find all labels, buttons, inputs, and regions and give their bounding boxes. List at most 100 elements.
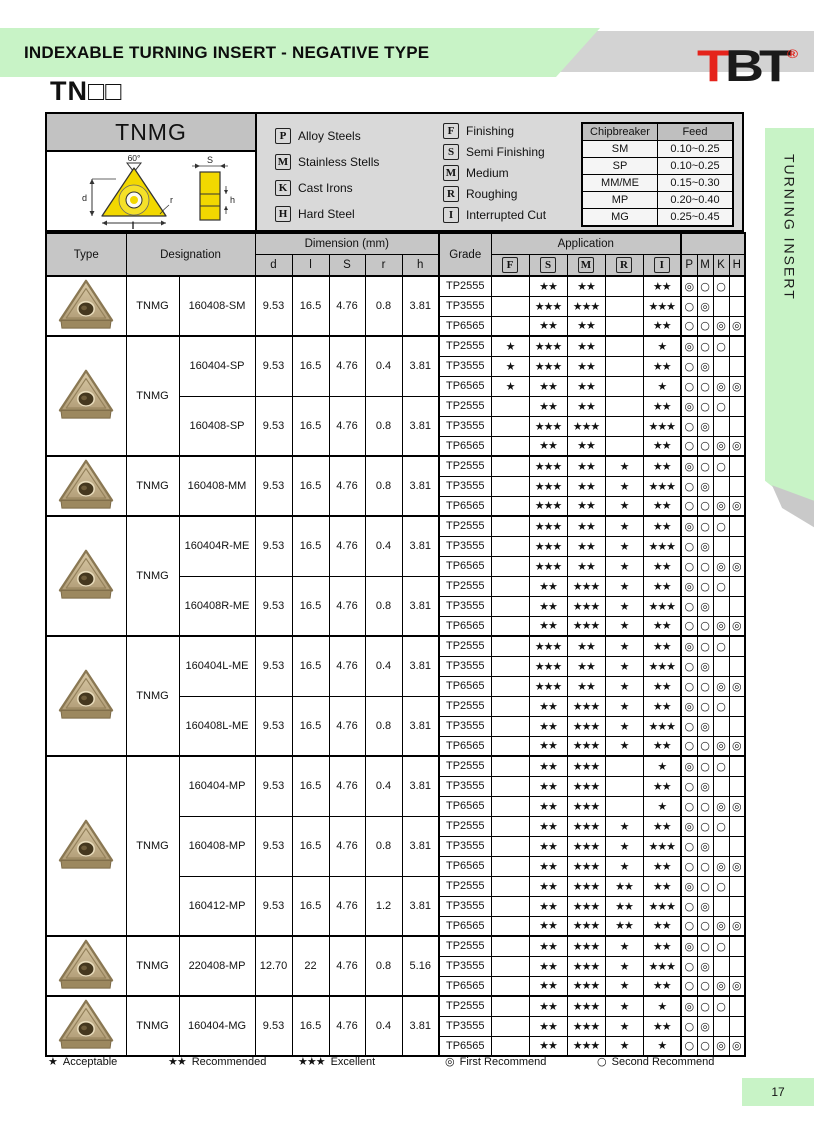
feed-range: 0.10~0.25: [657, 140, 734, 158]
material-rating-cell: ◎: [696, 355, 714, 377]
app-rating-cell: ★★★: [528, 635, 568, 657]
legend-excellent: ★★★ Excellent: [298, 1055, 376, 1068]
grade-cell: TP2555: [438, 575, 492, 597]
app-rating-cell: ★★: [642, 355, 682, 377]
application-legend-item: F Finishing: [443, 123, 514, 139]
app-rating-cell: ★★: [528, 795, 568, 817]
grade-cell: TP6565: [438, 1035, 492, 1057]
material-rating-cell: ○: [696, 975, 714, 997]
app-rating-cell: ★★: [528, 915, 568, 937]
dim-d-cell: 9.53: [254, 635, 293, 697]
application-label: Medium: [466, 166, 509, 180]
material-rating-cell: ◎: [696, 595, 714, 617]
material-rating-cell: ◎: [680, 695, 698, 717]
spec-row: TNMG 220408-MP 12.70 22 4.76 0.8 5.16 TP2555 ★★ ★…: [45, 935, 746, 997]
material-label: Hard Steel: [298, 207, 355, 221]
app-rating-cell: ★★★: [642, 835, 682, 857]
app-rating-cell: [490, 855, 530, 877]
dim-l-cell: 16.5: [291, 335, 330, 397]
grade-cell: TP3555: [438, 895, 492, 917]
grade-cell: TP6565: [438, 315, 492, 337]
dim-s-cell: 4.76: [328, 755, 366, 817]
app-rating-cell: ★: [490, 355, 530, 377]
app-rating-cell: ★★: [528, 975, 568, 997]
material-rating-cell: ◎: [680, 515, 698, 537]
header-dimension: Dimension (mm): [254, 232, 440, 255]
material-label: Alloy Steels: [298, 129, 361, 143]
spec-row: TNMG 160408-MM 9.53 16.5 4.76 0.8 3.81 TP2555 ★★…: [45, 455, 746, 517]
material-rating-cell: ◎: [712, 795, 730, 817]
spec-row: TP6565★★★★★★★★○○◎◎: [46, 555, 746, 577]
spec-row: TP6565★★★★★★○○◎◎: [46, 795, 746, 817]
app-rating-cell: ★★★: [528, 655, 568, 677]
grade-cell: TP3555: [438, 835, 492, 857]
page-banner: INDEXABLE TURNING INSERT - NEGATIVE TYPE: [0, 28, 600, 77]
grade-cell: TP3555: [438, 655, 492, 677]
app-rating-cell: ★★: [528, 775, 568, 797]
app-rating-cell: ★: [604, 975, 644, 997]
app-rating-cell: ★★: [528, 755, 568, 777]
header-dim-r: r: [364, 254, 403, 277]
app-rating-cell: ★: [604, 675, 644, 697]
spec-row: TNMG 160404-MG 9.53 16.5 4.76 0.4 3.81 TP2555 ★★…: [45, 995, 746, 1057]
app-rating-cell: [490, 395, 530, 417]
material-rating-cell: ◎: [696, 895, 714, 917]
material-rating-cell: ◎: [728, 795, 746, 817]
header-grade: Grade: [438, 232, 492, 277]
material-rating-cell: ◎: [728, 555, 746, 577]
app-rating-cell: ★: [604, 515, 644, 537]
product-name: TNMG: [47, 114, 255, 152]
app-rating-cell: ★: [604, 815, 644, 837]
material-rating-cell: ◎: [696, 535, 714, 557]
material-rating-cell: ◎: [712, 495, 730, 517]
app-rating-cell: ★★: [642, 395, 682, 417]
app-rating-cell: [490, 555, 530, 577]
grade-cell: TP3555: [438, 595, 492, 617]
material-rating-cell: ◎: [712, 855, 730, 877]
app-rating-cell: [604, 275, 644, 297]
material-rating-cell: ○: [696, 495, 714, 517]
app-rating-cell: ★: [604, 655, 644, 677]
app-rating-cell: ★: [604, 615, 644, 637]
dim-l-cell: 16.5: [291, 995, 330, 1057]
app-rating-cell: ★★: [642, 935, 682, 957]
app-rating-cell: ★★★: [566, 615, 606, 637]
app-rating-cell: [490, 755, 530, 777]
legend-second-recommend: ○ Second Recommend: [597, 1055, 715, 1068]
app-rating-cell: ★★: [528, 1035, 568, 1057]
dim-s-cell: 4.76: [328, 515, 366, 577]
material-rating-cell: ◎: [696, 295, 714, 317]
dim-l-cell: 16.5: [291, 755, 330, 817]
dim-h-cell: 5.16: [401, 935, 440, 997]
spec-row: TP6565★★★★★★○○◎◎: [46, 375, 746, 397]
material-rating-cell: ◎: [728, 1035, 746, 1057]
app-rating-cell: ★★★: [566, 715, 606, 737]
app-rating-cell: [604, 415, 644, 437]
application-code-box: M: [443, 165, 459, 181]
header-mat-p: P: [680, 254, 698, 277]
material-rating-cell: [712, 715, 730, 737]
app-rating-cell: [490, 415, 530, 437]
product-legend-panel: P Alloy Steels M Stainless Stells K Cast Ir…: [257, 114, 742, 230]
material-rating-cell: ○: [696, 795, 714, 817]
app-rating-cell: ★: [604, 935, 644, 957]
app-rating-cell: ★★★: [528, 295, 568, 317]
spec-row: TNMG 160404L-ME 9.53 16.5 4.76 0.4 3.81 TP2555 ★…: [45, 635, 746, 757]
grade-cell: TP3555: [438, 475, 492, 497]
designation-cell: 160412-MP: [178, 875, 256, 937]
app-rating-cell: ★★★: [642, 535, 682, 557]
material-rating-cell: ○: [712, 275, 730, 297]
dim-l-cell: 16.5: [291, 815, 330, 877]
spec-table-body: TNMG 160408-SM 9.53 16.5 4.76 0.8 3.81 TP2555 ★★…: [45, 275, 746, 1057]
spec-row: TP6565★★★★★★★★○○◎◎: [46, 735, 746, 757]
app-rating-cell: ★★: [642, 875, 682, 897]
grade-cell: TP2555: [438, 755, 492, 777]
material-rating-cell: ○: [696, 995, 714, 1017]
material-code-box: M: [275, 154, 291, 170]
grade-cell: TP3555: [438, 295, 492, 317]
chipbreaker-code: SP: [581, 157, 658, 175]
application-label: Semi Finishing: [466, 145, 545, 159]
app-rating-cell: ★★: [566, 395, 606, 417]
app-rating-cell: [490, 475, 530, 497]
spec-row: TP6565 ★★ ★★★ ★★ ★★ ○ ○ ◎ ◎: [46, 915, 746, 937]
